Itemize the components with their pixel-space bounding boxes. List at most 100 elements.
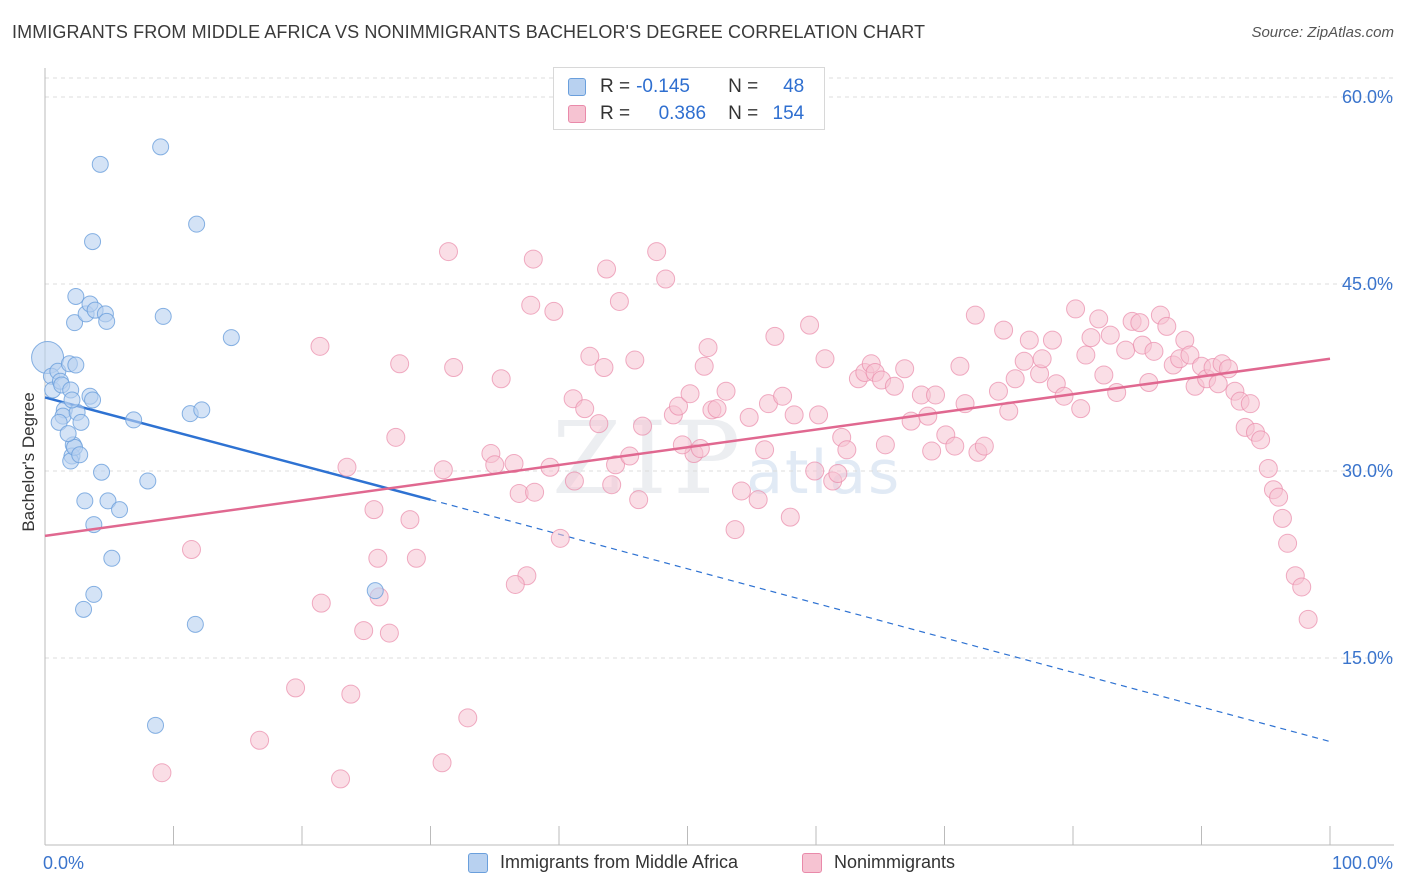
data-point-nonimmigrants [945,436,965,456]
data-point-immigrants [186,615,204,633]
data-point-nonimmigrants [800,315,820,335]
data-point-nonimmigrants [444,358,464,378]
trend-solid-nonimmigrants [44,357,1331,538]
legend-row-nonimmigrants: R = 0.386 N = 154 [568,102,804,126]
data-point-nonimmigrants [438,242,458,262]
data-point-nonimmigrants [669,396,689,416]
y-tick-label: 45.0% [1342,274,1393,294]
data-point-immigrants [222,329,240,347]
data-point-nonimmigrants [765,326,785,346]
bottom-legend-label: Immigrants from Middle Africa [500,852,739,872]
trend-line-immigrants [44,396,1331,743]
data-point-nonimmigrants [725,520,745,540]
data-point-nonimmigrants [1258,459,1278,479]
data-point-nonimmigrants [390,354,410,374]
data-point-immigrants [66,314,84,332]
data-point-nonimmigrants [755,440,775,460]
x-tick-label: 0.0% [43,853,84,873]
data-point-nonimmigrants [364,500,384,520]
data-point-nonimmigrants [311,593,331,613]
data-point-nonimmigrants [815,349,835,369]
data-point-nonimmigrants [386,427,406,447]
data-point-nonimmigrants [965,305,985,325]
legend-swatch-blue [568,78,586,96]
data-point-nonimmigrants [1130,313,1150,333]
data-point-nonimmigrants [698,338,718,358]
axes [44,68,1394,846]
chart-title: IMMIGRANTS FROM MIDDLE AFRICA VS NONIMMI… [12,22,926,42]
legend-n-label: N = [728,76,759,97]
data-point-nonimmigrants [341,684,361,704]
data-point-nonimmigrants [505,574,525,594]
data-point-nonimmigrants [895,359,915,379]
data-point-immigrants [67,287,85,305]
tick-labels: 15.0% 30.0% 45.0% 60.0% 0.0% 100.0% [43,87,1393,873]
data-point-nonimmigrants [181,540,201,560]
data-point-nonimmigrants [310,336,330,356]
data-point-nonimmigrants [458,708,478,728]
data-point-nonimmigrants [1019,330,1039,350]
series-immigrants [31,138,384,734]
data-point-nonimmigrants [589,414,609,434]
data-point-nonimmigrants [926,385,946,405]
data-point-nonimmigrants [731,481,751,501]
data-point-nonimmigrants [544,301,564,321]
trend-solid-immigrants [44,396,431,501]
data-point-nonimmigrants [1032,349,1052,369]
data-point-nonimmigrants [680,384,700,404]
data-point-nonimmigrants [609,291,629,311]
y-tick-label: 60.0% [1342,87,1393,107]
data-point-immigrants [93,463,111,481]
data-point-nonimmigrants [1292,577,1312,597]
data-point-nonimmigrants [602,475,622,495]
data-point-nonimmigrants [994,320,1014,340]
data-point-nonimmigrants [1144,341,1164,361]
data-point-nonimmigrants [337,457,357,477]
data-point-immigrants [111,501,129,519]
data-point-nonimmigrants [780,507,800,527]
y-tick-label: 30.0% [1342,461,1393,481]
data-point-nonimmigrants [974,436,994,456]
data-point-nonimmigrants [504,454,524,474]
series-nonimmigrants [152,242,1318,789]
x-tick-label: 100.0% [1332,853,1393,873]
data-point-nonimmigrants [647,242,667,262]
legend-r-label: R = [600,103,631,124]
data-point-nonimmigrants [550,528,570,548]
data-point-nonimmigrants [400,510,420,530]
data-point-nonimmigrants [1272,508,1292,528]
data-point-nonimmigrants [1076,345,1096,365]
data-point-immigrants [71,446,89,464]
legend-row-immigrants: R = -0.145 N = 48 [568,75,804,99]
data-point-immigrants [147,716,165,734]
data-point-immigrants [188,215,206,233]
data-point-nonimmigrants [828,463,848,483]
data-point-immigrants [193,401,211,419]
data-point-nonimmigrants [1218,359,1238,379]
y-tick-label: 15.0% [1342,648,1393,668]
legend-n-label: N = [728,103,759,124]
data-point-nonimmigrants [707,399,727,419]
data-point-nonimmigrants [1208,374,1228,394]
data-point-nonimmigrants [773,386,793,406]
y-axis-label: Bachelor's Degree [19,392,38,531]
bottom-legend-immigrants: Immigrants from Middle Africa [468,852,738,873]
data-point-nonimmigrants [922,441,942,461]
data-point-immigrants [85,585,103,603]
bottom-legend-nonimmigrants: Nonimmigrants [802,852,955,873]
data-point-nonimmigrants [491,369,511,389]
bottom-legend-label: Nonimmigrants [834,852,956,872]
data-point-nonimmigrants [1081,328,1101,348]
data-point-nonimmigrants [805,461,825,481]
data-point-immigrants [76,492,94,510]
data-point-nonimmigrants [884,376,904,396]
legend-r-value: 0.386 [658,103,707,124]
data-point-immigrants [84,233,102,251]
data-point-nonimmigrants [1094,365,1114,385]
data-point-nonimmigrants [1278,533,1298,553]
data-point-nonimmigrants [1066,299,1086,319]
data-point-nonimmigrants [656,269,676,289]
data-point-nonimmigrants [1269,487,1289,507]
data-point-nonimmigrants [1089,309,1109,329]
